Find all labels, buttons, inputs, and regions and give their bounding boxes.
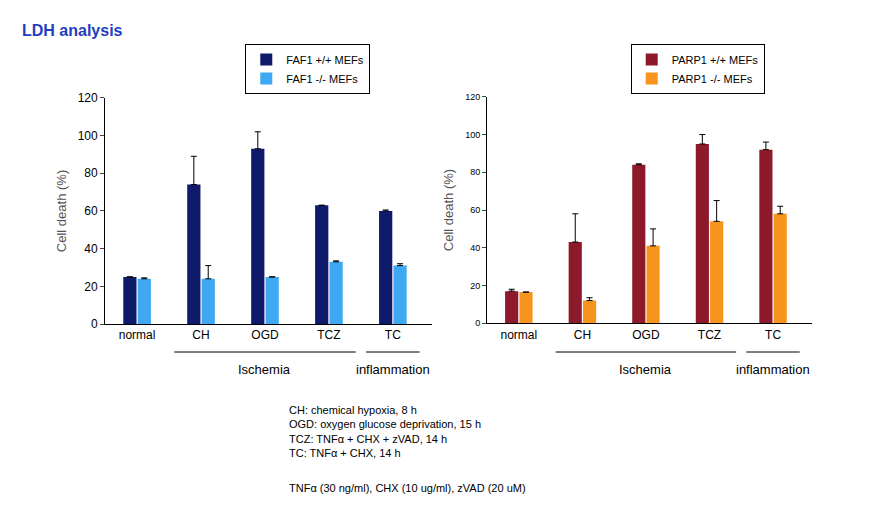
svg-text:Ischemia: Ischemia <box>619 362 672 377</box>
svg-text:120: 120 <box>465 92 480 102</box>
svg-text:Cell death (%): Cell death (%) <box>441 169 456 251</box>
svg-text:60: 60 <box>470 205 480 215</box>
svg-text:CH: CH <box>574 328 591 342</box>
svg-text:PARP1 -/- MEFs: PARP1 -/- MEFs <box>672 73 753 85</box>
svg-text:Ischemia: Ischemia <box>238 362 291 377</box>
svg-text:120: 120 <box>78 91 98 105</box>
svg-text:20: 20 <box>84 280 98 294</box>
svg-text:0: 0 <box>475 318 480 328</box>
svg-text:normal: normal <box>500 328 537 342</box>
svg-text:inflammation: inflammation <box>356 362 430 377</box>
svg-text:CH: CH <box>192 328 209 342</box>
svg-text:OGD: OGD <box>251 328 279 342</box>
svg-text:inflammation: inflammation <box>736 362 810 377</box>
svg-text:TCZ: TCZ <box>698 328 721 342</box>
svg-text:OGD: OGD <box>632 328 660 342</box>
svg-text:0: 0 <box>91 317 98 331</box>
svg-text:80: 80 <box>84 166 98 180</box>
svg-text:100: 100 <box>465 130 480 140</box>
svg-text:TC: TC <box>385 328 401 342</box>
svg-text:CH: chemical hypoxia, 8 hOGD:: CH: chemical hypoxia, 8 hOGD: oxygen glu… <box>289 404 481 459</box>
svg-text:PARP1 +/+ MEFs: PARP1 +/+ MEFs <box>672 54 758 66</box>
svg-text:60: 60 <box>84 204 98 218</box>
svg-text:TNFα (30 ng/ml), CHX (10 ug/ml: TNFα (30 ng/ml), CHX (10 ug/ml), zVAD (2… <box>289 482 526 494</box>
svg-text:Cell death (%): Cell death (%) <box>54 170 69 252</box>
svg-text:20: 20 <box>470 281 480 291</box>
svg-text:FAF1 -/- MEFs: FAF1 -/- MEFs <box>286 73 358 85</box>
svg-text:TC: TC <box>765 328 781 342</box>
svg-text:100: 100 <box>78 129 98 143</box>
svg-text:TCZ: TCZ <box>317 328 340 342</box>
svg-text:normal: normal <box>119 328 156 342</box>
svg-text:80: 80 <box>470 167 480 177</box>
svg-text:FAF1 +/+ MEFs: FAF1 +/+ MEFs <box>286 54 364 66</box>
svg-text:LDH analysis: LDH analysis <box>22 22 123 39</box>
svg-text:40: 40 <box>470 243 480 253</box>
svg-text:40: 40 <box>84 242 98 256</box>
